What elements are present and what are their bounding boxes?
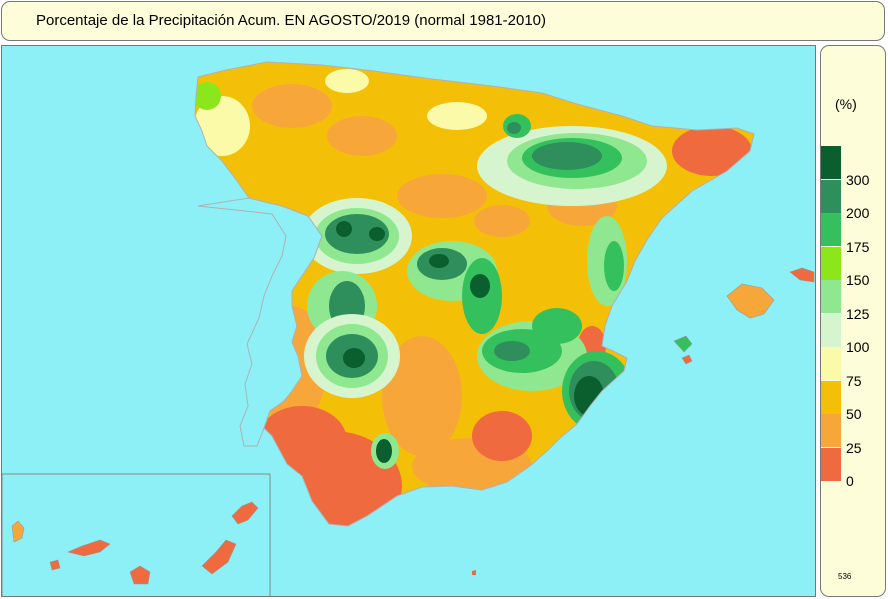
map-code: 536	[838, 572, 852, 581]
balearic-islands	[673, 267, 815, 365]
legend-tick-label: 200	[846, 205, 870, 221]
spain-outline	[194, 61, 755, 527]
legend-tick-label: 150	[846, 272, 870, 288]
legend-swatch	[821, 246, 841, 280]
legend-tick-label: 300	[846, 171, 870, 188]
legend-swatch	[821, 313, 841, 347]
precipitation-map	[2, 61, 815, 596]
legend-swatch	[821, 280, 841, 313]
legend-swatch	[821, 447, 841, 481]
canary-inset-box	[2, 473, 271, 596]
map-title: Porcentaje de la Precipitación Acum. EN …	[36, 12, 546, 29]
canary-islands	[11, 501, 476, 585]
legend-swatch	[821, 347, 841, 380]
legend-swatch	[821, 146, 841, 179]
legend-tick-label: 125	[846, 305, 870, 322]
legend-tick-label: 175	[846, 238, 870, 255]
legend-swatch	[821, 380, 841, 414]
map-area	[1, 45, 816, 597]
legend-swatch	[821, 179, 841, 213]
legend-tick-label: 75	[846, 372, 862, 389]
legend-tick-label: 25	[846, 439, 862, 456]
legend-tick-label: 0	[846, 473, 854, 489]
legend-tick-label: 50	[846, 406, 862, 422]
title-bar: Porcentaje de la Precipitación Acum. EN …	[1, 1, 885, 41]
legend-tick-label: 100	[846, 339, 870, 355]
legend-panel: (%) 536 300 200 175 150 125 100 75 50 25 0	[820, 45, 886, 597]
legend-swatch	[821, 414, 841, 447]
legend-unit: (%)	[835, 96, 857, 112]
legend-swatch	[821, 213, 841, 246]
